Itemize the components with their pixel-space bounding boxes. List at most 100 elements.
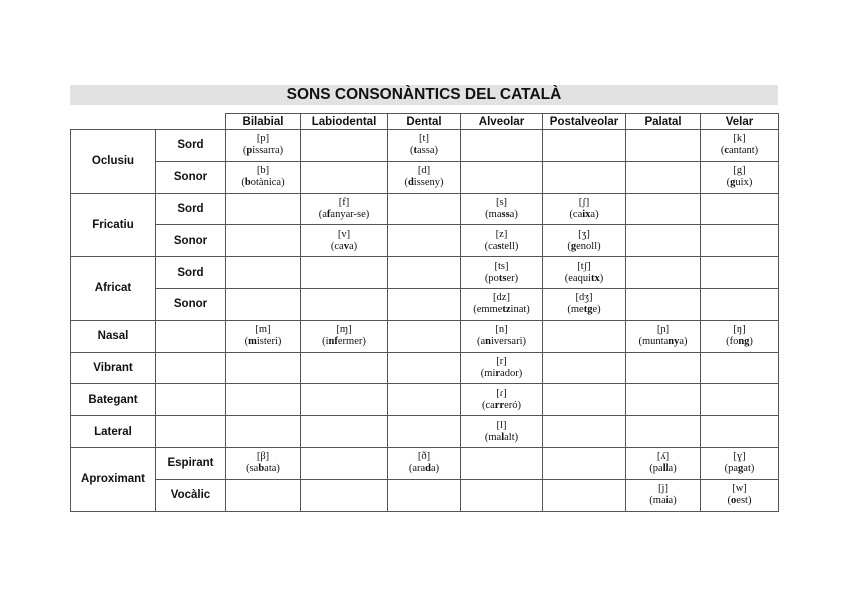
ipa-symbol: [dʒ] <box>575 292 593 304</box>
phoneme-cell <box>625 192 701 226</box>
example-post: inat) <box>510 304 530 316</box>
phoneme-cell <box>300 256 388 289</box>
example-word: (misteri) <box>245 336 282 347</box>
table-row: Nasal [m] (misteri) [ɱ] (infermer) [n] (aniver… <box>70 319 779 353</box>
example-post: alt) <box>504 431 519 443</box>
example-word: (carreró) <box>482 400 521 411</box>
phoneme-cell: [ð] (arada) <box>387 446 461 480</box>
example-post: anyar-se) <box>330 208 370 220</box>
example-word: (caixa) <box>569 209 598 220</box>
phoneme-cell <box>300 383 388 417</box>
example-word: (fong) <box>726 336 753 347</box>
phoneme-cell: [p] (pissarra) <box>225 129 301 162</box>
example-pre: ( <box>241 177 245 189</box>
example-pre: ( <box>404 177 408 189</box>
ipa-symbol: [t] <box>419 133 429 145</box>
example-post: er) <box>506 272 519 284</box>
example-pre: (pa <box>649 463 663 475</box>
example-highlight: n <box>485 336 492 348</box>
example-post: ) <box>749 336 753 348</box>
example-post: ) <box>599 272 604 284</box>
header-blank <box>70 113 156 130</box>
example-word: (sabata) <box>246 463 280 474</box>
phoneme-cell <box>542 478 626 512</box>
table-row: Bategant [ɾ] (carreró) <box>70 383 779 417</box>
example-pre: (mi <box>480 367 496 379</box>
example-word: (botànica) <box>241 177 284 188</box>
example-highlight: c <box>724 145 729 157</box>
phoneme-cell <box>300 415 388 448</box>
phoneme-cell <box>225 383 301 417</box>
ipa-symbol: [z] <box>495 228 508 240</box>
phoneme-cell <box>300 351 388 385</box>
phoneme-cell: [β] (sabata) <box>225 446 301 480</box>
example-highlight: v <box>343 240 349 252</box>
example-highlight: o <box>731 495 737 507</box>
ipa-symbol: [β] <box>256 451 270 463</box>
example-word: (guix) <box>727 177 753 188</box>
phoneme-cell <box>225 256 301 289</box>
phoneme-cell <box>700 383 779 417</box>
manner-label: Aproximant <box>70 446 156 512</box>
phoneme-cell <box>700 415 779 448</box>
example-highlight: rr <box>494 399 505 411</box>
phoneme-cell <box>542 319 626 353</box>
ipa-symbol: [j] <box>658 483 668 495</box>
phoneme-cell <box>225 287 301 321</box>
example-highlight: nf <box>328 336 338 348</box>
phoneme-cell: [k] (cantant) <box>700 129 779 162</box>
phoneme-cell <box>225 478 301 512</box>
ipa-symbol: [ts] <box>494 260 509 272</box>
example-pre: ( <box>567 240 571 252</box>
example-pre: (fo <box>726 336 739 348</box>
phoneme-cell <box>460 160 543 194</box>
example-post: a) <box>590 208 599 220</box>
example-post: isseny) <box>413 177 444 189</box>
column-header-alveolar: Alveolar <box>460 113 543 130</box>
ipa-symbol: [d] <box>417 165 431 177</box>
header-blank <box>155 113 226 130</box>
ipa-symbol: [ɾ] <box>496 387 507 399</box>
example-pre: (pa <box>724 463 739 475</box>
example-pre: ( <box>726 177 731 189</box>
phoneme-cell: [w] (oest) <box>700 478 779 512</box>
manner-label: Bategant <box>70 383 156 417</box>
example-pre: (i <box>322 336 329 348</box>
example-post: a) <box>668 463 677 475</box>
voicing-label: Sord <box>155 256 226 289</box>
ipa-symbol: [ɱ] <box>336 324 352 336</box>
column-header-dental: Dental <box>387 113 461 130</box>
ipa-symbol: [tʃ] <box>577 260 591 272</box>
phoneme-cell: [m] (misteri) <box>225 319 301 353</box>
phoneme-cell: [d] (disseny) <box>387 160 461 194</box>
example-word: (tassa) <box>410 145 438 156</box>
ipa-symbol: [v] <box>337 228 351 240</box>
example-highlight: b <box>258 463 265 475</box>
ipa-symbol: [r] <box>496 355 507 367</box>
ipa-symbol: [m] <box>255 324 271 336</box>
table-row: Vocàlic [j] (maia) [w] (oest) <box>71 478 779 512</box>
manner-label: Lateral <box>70 415 156 448</box>
example-highlight: g <box>730 177 736 189</box>
ipa-symbol: [l] <box>496 419 507 431</box>
example-post: issarra) <box>252 145 284 157</box>
table-row: Oclusiu Sord [p] (pissarra) [t] (tassa) [k] (ca… <box>70 129 779 194</box>
example-highlight: g <box>738 463 744 475</box>
phoneme-cell: [ʒ] (genoll) <box>542 224 626 258</box>
phoneme-cell <box>460 446 543 480</box>
example-pre: ( <box>720 145 725 157</box>
phoneme-cell <box>700 192 779 226</box>
example-post: ata) <box>264 463 280 475</box>
table-row: Africat Sord [ts] (potser) [tʃ] (eaquitx) <box>70 256 779 321</box>
example-post: a) <box>509 208 518 220</box>
table-row: Sonor [b] (botànica) [d] (disseny) [g] (guix) <box>71 160 779 194</box>
example-pre: (ca <box>484 240 498 252</box>
phoneme-cell <box>460 129 543 162</box>
table-row: Fricatiu Sord [f] (afanyar-se) [s] (massa) [ʃ]… <box>70 192 779 258</box>
example-pre: (ara <box>408 463 426 475</box>
example-highlight: ny <box>668 336 680 348</box>
example-word: (malalt) <box>485 432 518 443</box>
example-highlight: l <box>501 431 505 443</box>
example-highlight: ll <box>662 463 669 475</box>
phoneme-cell: [r] (mirador) <box>460 351 543 385</box>
